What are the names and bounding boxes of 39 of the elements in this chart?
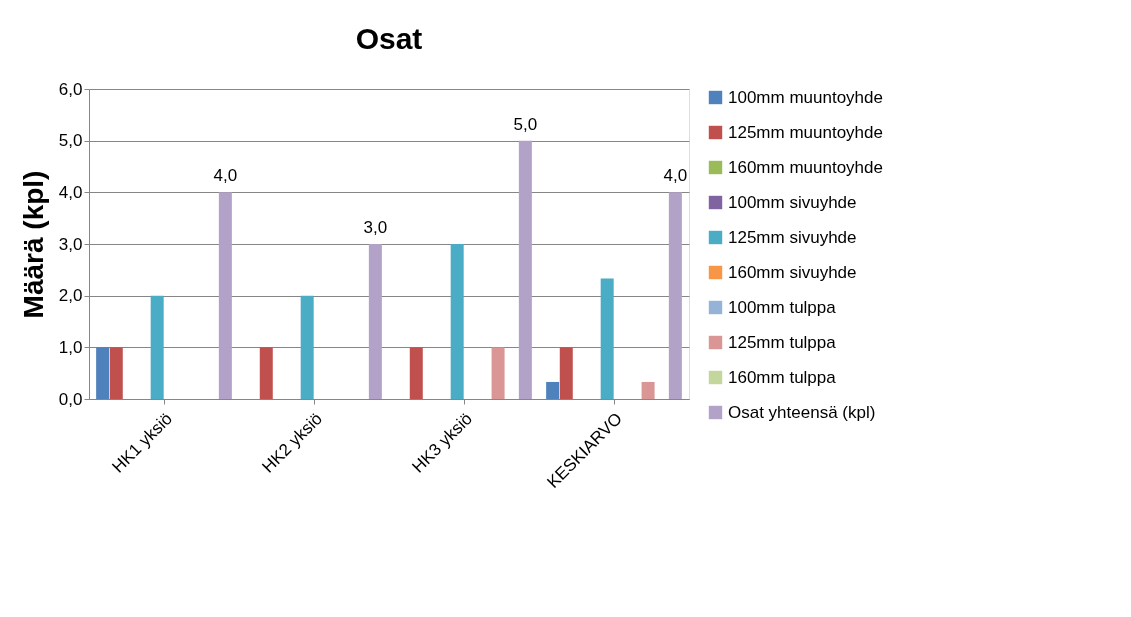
bar <box>641 381 655 399</box>
bar <box>559 347 573 399</box>
bar <box>409 347 423 399</box>
bar <box>150 295 164 399</box>
y-tick-label: 4,0 <box>58 182 83 202</box>
bar <box>450 244 464 399</box>
legend-label: 100mm tulppa <box>728 297 837 317</box>
y-tick-label: 0,0 <box>58 389 83 409</box>
bar <box>218 192 232 399</box>
legend-label: 125mm sivuyhde <box>728 227 857 247</box>
data-label: 4,0 <box>213 166 238 186</box>
y-axis-title: Määrä (kpl) <box>17 170 49 319</box>
bar <box>546 381 560 399</box>
y-tick-label: 2,0 <box>58 286 83 306</box>
bar <box>518 140 532 399</box>
legend-label: Osat yhteensä (kpl) <box>728 402 876 422</box>
y-tick-label: 5,0 <box>58 131 83 151</box>
bar <box>259 347 273 399</box>
bar <box>96 347 110 399</box>
data-label: 5,0 <box>513 114 538 134</box>
bar <box>600 278 614 399</box>
bar <box>300 295 314 399</box>
bar <box>491 347 505 399</box>
data-label: 3,0 <box>363 218 388 237</box>
legend-label: 160mm muuntoyhde <box>728 157 883 177</box>
y-tick-label: 3,0 <box>58 234 83 254</box>
legend-label: 100mm muuntoyhde <box>728 87 883 107</box>
chart-title: Osat <box>355 22 423 55</box>
bar <box>368 244 382 399</box>
legend-label: 160mm tulppa <box>728 367 837 387</box>
legend-label: 125mm muuntoyhde <box>728 122 883 142</box>
bar <box>668 192 682 399</box>
legend-label: 125mm tulppa <box>728 332 837 352</box>
y-tick-label: 1,0 <box>58 337 83 357</box>
bar <box>109 347 123 399</box>
y-tick-label: 6,0 <box>58 79 83 99</box>
legend-label: 100mm sivuyhde <box>728 192 857 212</box>
legend-label: 160mm sivuyhde <box>728 262 857 282</box>
data-label: 4,0 <box>663 166 688 186</box>
